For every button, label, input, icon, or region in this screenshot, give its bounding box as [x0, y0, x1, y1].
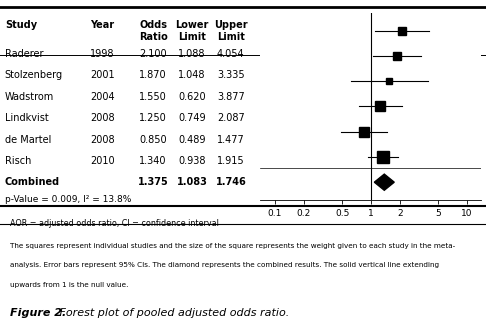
Text: 1.550: 1.550 [139, 92, 167, 102]
Text: The squares represent individual studies and the size of the square represents t: The squares represent individual studies… [10, 243, 455, 249]
Text: 2.087: 2.087 [217, 113, 245, 123]
Text: Lindkvist: Lindkvist [5, 113, 49, 123]
Text: AOR and 95% CI: AOR and 95% CI [324, 20, 417, 30]
Text: Wadstrom: Wadstrom [5, 92, 54, 102]
Text: 0.850: 0.850 [139, 135, 167, 145]
Text: 2004: 2004 [90, 92, 115, 102]
Text: 1.746: 1.746 [215, 176, 246, 187]
Text: Figure 2.: Figure 2. [10, 308, 66, 318]
Text: Stolzenberg: Stolzenberg [5, 71, 63, 81]
Text: 1.375: 1.375 [138, 176, 169, 187]
Text: 1998: 1998 [90, 49, 114, 59]
Text: de Martel: de Martel [5, 135, 51, 145]
Text: 3.335: 3.335 [217, 71, 244, 81]
Text: Forest plot of pooled adjusted odds ratio.: Forest plot of pooled adjusted odds rati… [56, 308, 289, 318]
Text: 0.620: 0.620 [178, 92, 206, 102]
Text: Upper
Limit: Upper Limit [214, 20, 248, 42]
Text: 0.489: 0.489 [178, 135, 206, 145]
Text: 2008: 2008 [90, 113, 115, 123]
Text: 1.083: 1.083 [176, 176, 208, 187]
Text: 1.048: 1.048 [178, 71, 206, 81]
Text: analysis. Error bars represent 95% CIs. The diamond represents the combined resu: analysis. Error bars represent 95% CIs. … [10, 263, 439, 268]
Text: 0.749: 0.749 [178, 113, 206, 123]
Text: Year: Year [90, 20, 114, 30]
Text: 1.340: 1.340 [139, 156, 167, 166]
Text: Lower
Limit: Lower Limit [175, 20, 208, 42]
Text: 1.915: 1.915 [217, 156, 244, 166]
Text: Raderer: Raderer [5, 49, 43, 59]
Text: 1.477: 1.477 [217, 135, 245, 145]
Text: 0.938: 0.938 [178, 156, 206, 166]
Text: 2010: 2010 [90, 156, 115, 166]
Text: Odds
Ratio: Odds Ratio [139, 20, 168, 42]
Text: 1.088: 1.088 [178, 49, 206, 59]
Text: p-Value = 0.009, I² = 13.8%: p-Value = 0.009, I² = 13.8% [5, 195, 131, 204]
Text: Combined: Combined [5, 176, 60, 187]
Text: 2008: 2008 [90, 135, 115, 145]
Text: 1.250: 1.250 [139, 113, 167, 123]
Polygon shape [374, 174, 394, 190]
Text: AOR = adjusted odds ratio, CI = confidence interval: AOR = adjusted odds ratio, CI = confiden… [10, 219, 219, 228]
Text: 3.877: 3.877 [217, 92, 245, 102]
Text: 2.100: 2.100 [139, 49, 167, 59]
Text: Risch: Risch [5, 156, 31, 166]
Text: 1.870: 1.870 [139, 71, 167, 81]
Text: upwards from 1 is the null value.: upwards from 1 is the null value. [10, 282, 128, 288]
Text: Study: Study [5, 20, 37, 30]
Text: 2001: 2001 [90, 71, 115, 81]
Text: 4.054: 4.054 [217, 49, 244, 59]
